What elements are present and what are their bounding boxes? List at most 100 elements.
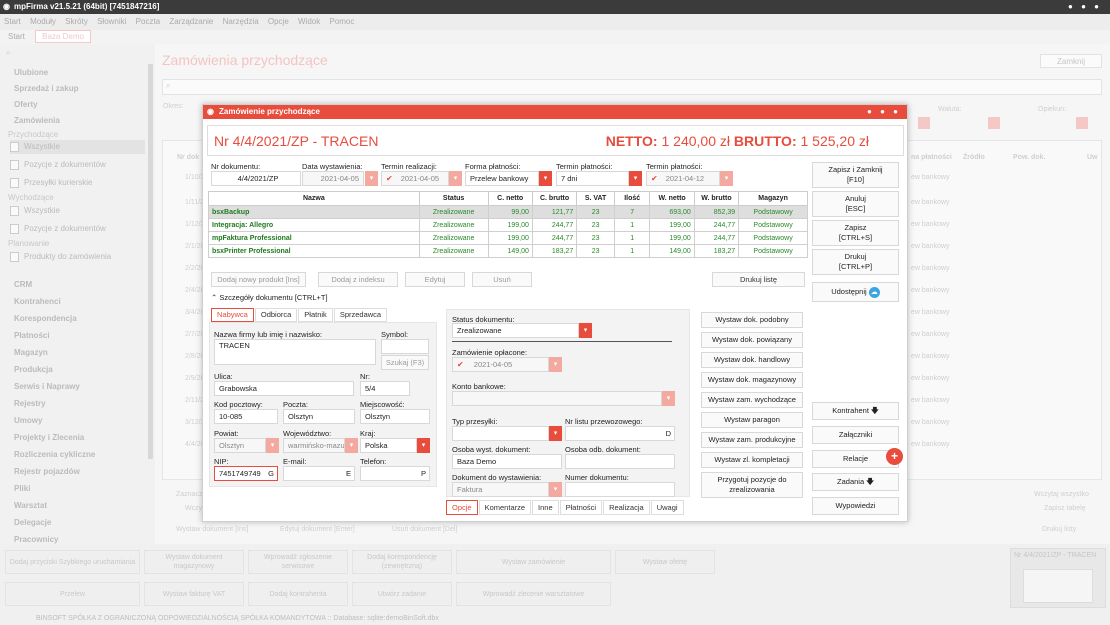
poczta-field[interactable]: Olsztyn [283, 409, 355, 424]
nr-listu-field[interactable]: D [565, 426, 675, 441]
table-row[interactable]: 1/11/2 [185, 199, 204, 206]
quick-faktura-vat[interactable]: Wystaw fakturę VAT [144, 582, 244, 606]
table-row[interactable]: 3/12/2 [185, 419, 205, 426]
quick-korespondencja[interactable]: Dodaj korespondencję (zewnętrzną) [352, 550, 452, 574]
typ-przesylki-select[interactable] [452, 426, 549, 441]
ulica-field[interactable]: Grabowska [214, 381, 354, 396]
waluta-dropdown[interactable] [988, 117, 1000, 129]
data-wystawienia-field[interactable]: 2021-04-05 [302, 171, 364, 186]
wystaw-zl-kompletacji-button[interactable]: Wystaw zl. kompletacji [701, 452, 803, 468]
table-row[interactable]: mpFaktura Professional Zrealizowane 199,… [208, 231, 808, 245]
sidebar-module-platnosci[interactable]: Płatności [14, 331, 50, 340]
kraj-dropdown[interactable]: ▾ [417, 438, 430, 453]
usun-dokument-button[interactable]: Usuń dokument [Del] [392, 526, 458, 533]
tab-realizacja[interactable]: Realizacja [603, 500, 650, 515]
status-dokumentu-select[interactable]: Zrealizowane [452, 323, 579, 338]
menu-widok[interactable]: Widok [298, 17, 321, 26]
typ-przesylki-dropdown[interactable]: ▾ [549, 426, 562, 441]
zadania-button[interactable]: Zadania 🡇 [812, 473, 899, 491]
sidebar-module-pracownicy[interactable]: Pracownicy [14, 535, 59, 544]
phone-icon[interactable]: P [420, 469, 426, 478]
sidebar-group-oferty[interactable]: Oferty [14, 100, 38, 109]
sidebar-link-pozycje-wych[interactable]: Pozycje z dokumentów [10, 222, 145, 236]
forma-platnosci-dropdown[interactable]: ▾ [539, 171, 552, 186]
table-row[interactable]: bsxBackup Zrealizowane 99,00 121,77 23 7… [208, 205, 808, 219]
konto-bankowe-select[interactable] [452, 391, 662, 406]
sidebar-module-rozliczenia[interactable]: Rozliczenia cykliczne [14, 450, 96, 459]
menu-poczta[interactable]: Poczta [135, 17, 161, 26]
drukuj-listy-button[interactable]: Drukuj listy [1042, 526, 1077, 533]
col-c-brutto[interactable]: C. brutto [531, 191, 578, 206]
edytuj-dokument-button[interactable]: Edytuj dokument [Enter] [280, 526, 355, 533]
table-row[interactable]: 2/9/20 [185, 375, 205, 382]
table-row[interactable]: 1/12/2 [185, 221, 205, 228]
wystaw-zam-produkcyjne-button[interactable]: Wystaw zam. produkcyjne [701, 432, 803, 448]
sidebar-link-przesylki[interactable]: Przesyłki kurierskie [10, 176, 145, 190]
wojewodztwo-dropdown[interactable]: ▾ [345, 438, 358, 453]
col-magazyn[interactable]: Magazyn [738, 191, 808, 206]
wystaw-powiazany-button[interactable]: Wystaw dok. powiązany [701, 332, 803, 348]
col-c-netto[interactable]: C. netto [487, 191, 533, 206]
konto-bankowe-dropdown[interactable]: ▾ [662, 391, 675, 406]
sidebar-module-serwis[interactable]: Serwis i Naprawy [14, 382, 80, 391]
cancel-button[interactable]: Anuluj [ESC] [812, 191, 899, 217]
opiekun-dropdown[interactable] [1076, 117, 1088, 129]
search-input[interactable]: ⌕ [162, 79, 1102, 95]
numer-dokumentu-field[interactable] [565, 482, 675, 497]
add-new-product-button[interactable]: Dodaj nowy produkt [Ins] [211, 272, 306, 287]
col-ilosc[interactable]: Ilość [613, 191, 651, 206]
dok-do-wystawienia-select[interactable]: Faktura [452, 482, 549, 497]
przygotuj-pozycje-button[interactable]: Przygotuj pozycje do zrealizowania [701, 472, 803, 498]
col-w-netto[interactable]: W. netto [649, 191, 695, 206]
tab-nabywca[interactable]: Nabywca [211, 308, 254, 322]
forma-platnosci-select[interactable]: Przelew bankowy [465, 171, 539, 186]
tab-opcje[interactable]: Opcje [446, 500, 478, 515]
table-row[interactable]: 4/4/20 [185, 441, 205, 448]
menu-opcje[interactable]: Opcje [267, 17, 289, 26]
save-button[interactable]: Zapisz [CTRL+S] [812, 220, 899, 246]
quick-przelew[interactable]: Przelew [5, 582, 140, 606]
zamowienie-oplacone-field[interactable]: ✔ 2021-04-05 [452, 357, 549, 372]
sidebar-link-wszystkie-wych[interactable]: Wszystkie [10, 204, 145, 218]
osoba-odb-field[interactable] [565, 454, 675, 469]
sidebar-module-produkcja[interactable]: Produkcja [14, 365, 53, 374]
search-contractor-button[interactable]: Szukaj (F3) [381, 355, 429, 370]
wystaw-handlowy-button[interactable]: Wystaw dok. handlowy [701, 352, 803, 368]
nr-dokumentu-field[interactable]: 4/4/2021/ZP [211, 171, 301, 186]
status-dokumentu-dropdown[interactable]: ▾ [579, 323, 592, 338]
symbol-field[interactable] [381, 339, 429, 354]
miejscowosc-field[interactable]: Olsztyn [360, 409, 430, 424]
zapisz-tabele-button[interactable]: Zapisz tabelę [1044, 505, 1086, 512]
tab-start[interactable]: Start [8, 32, 25, 41]
tab-platnik[interactable]: Płatnik [298, 308, 333, 322]
powiat-select[interactable]: Olsztyn [214, 438, 266, 453]
delete-item-button[interactable]: Usuń [472, 272, 532, 287]
email-field[interactable]: E [283, 466, 355, 481]
quick-dodaj-kontrahenta[interactable]: Dodaj kontrahenta [248, 582, 348, 606]
wczytaj-wszystko-button[interactable]: Wczytaj wszystko [1034, 491, 1089, 498]
edit-item-button[interactable]: Edytuj [405, 272, 465, 287]
col-status[interactable]: Status [418, 191, 489, 206]
menu-narzedzia[interactable]: Narzędzia [222, 17, 259, 26]
sidebar-module-crm[interactable]: CRM [14, 280, 33, 289]
table-row[interactable]: Integracja: Allegro Zrealizowane 199,00 … [208, 218, 808, 232]
wypowiedzi-button[interactable]: Wypowiedzi [812, 497, 899, 515]
quick-add-shortcuts[interactable]: Dodaj przyciski Szybkiego uruchamiania [5, 550, 140, 574]
sidebar-module-pojazdy[interactable]: Rejestr pojazdów [14, 467, 80, 476]
table-row[interactable]: bsxPrinter Professional Zrealizowane 149… [208, 244, 808, 258]
table-row[interactable]: 3/4/20 [185, 309, 205, 316]
zaznacz-button[interactable]: Zaznacz [176, 491, 203, 498]
zalaczniki-button[interactable]: Załączniki [812, 426, 899, 444]
sidebar-group-ulubione[interactable]: Ulubione [14, 68, 49, 77]
gus-icon[interactable]: G [268, 469, 274, 478]
save-close-button[interactable]: Zapisz i Zamknij [F10] [812, 162, 899, 188]
quick-zgloszenie-serwisowe[interactable]: Wprowadź zgłoszenie serwisowe [248, 550, 348, 574]
sidebar-module-rejestry[interactable]: Rejestry [14, 399, 46, 408]
table-row[interactable]: 2/11/2 [185, 397, 204, 404]
sidebar-group-zamowienia[interactable]: Zamówienia [14, 116, 60, 125]
tab-sprzedawca[interactable]: Sprzedawca [333, 308, 388, 322]
relacje-button[interactable]: Relacje [812, 450, 899, 468]
wystaw-podobny-button[interactable]: Wystaw dok. podobny [701, 312, 803, 328]
sidebar-module-umowy[interactable]: Umowy [14, 416, 43, 425]
tab-uwagi[interactable]: Uwagi [650, 500, 684, 515]
